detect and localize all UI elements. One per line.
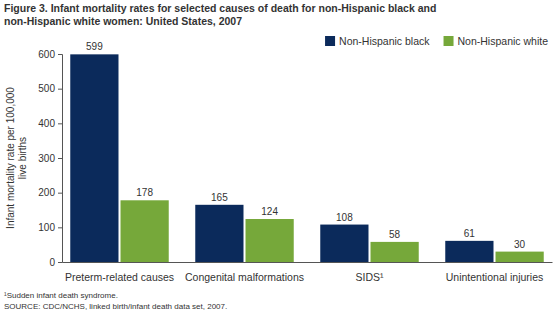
title: Figure 3. Infant mortality rates for sel… [4,2,436,27]
tick-label: Congenital malformations [185,271,304,283]
tick-mark [58,158,62,159]
axis-line [63,262,553,263]
text-line: Figure 3. Infant mortality rates for sel… [4,2,436,14]
tick-label: SIDS¹ [355,271,384,283]
data-label: 108 [336,212,353,223]
data-label: 178 [136,187,153,198]
tick: 400 [38,118,62,129]
legend-item: Non-Hispanic black [325,35,430,47]
bar [371,242,419,262]
tick-label: Preterm-related causes [65,271,174,283]
tick-mark [58,89,62,90]
legend-label: Non-Hispanic black [339,35,430,47]
bar [496,252,544,262]
tick-label: 500 [38,83,55,94]
tick-label: 0 [49,257,55,268]
data-label: 599 [86,41,103,52]
bar [70,54,118,262]
legend-swatch [325,36,335,46]
legend: Non-Hispanic black Non-Hispanic white [325,35,548,47]
data-label: 30 [514,239,526,250]
data-labels: 599 165 108 61 178 124 58 30 [86,41,526,249]
bar [445,241,493,262]
bar [195,205,243,262]
tick: 600 [38,49,62,60]
legend-swatch [444,36,454,46]
tick: SIDS¹ [355,262,384,283]
tick-label: 400 [38,118,55,129]
legend-label: Non-Hispanic white [458,35,549,47]
text-line: non-Hispanic white women: United States,… [4,15,242,27]
data-label: 165 [211,192,228,203]
tick-mark [58,193,62,194]
tick: Congenital malformations [185,262,304,283]
tick-mark [58,123,62,124]
tick: 500 [38,83,62,94]
tick: 0 [49,257,62,268]
tick: 200 [38,187,62,198]
tick-label: 200 [38,187,55,198]
tick-label: Unintentional injuries [446,271,543,283]
axis-line [58,55,63,263]
bars [70,54,543,262]
data-label: 61 [464,228,476,239]
footnote: ¹Sudden infant death syndrome. [4,291,118,300]
y-axis: 0 100 200 300 400 500 600 [38,49,62,268]
data-label: 58 [389,229,401,240]
chart: Figure 3. Infant mortality rates for sel… [0,0,560,316]
footnote: SOURCE: CDC/NCHS, linked birth/infant de… [4,302,227,311]
tick: 300 [38,153,62,164]
tick-mark [58,262,62,263]
tick-label: 300 [38,153,55,164]
tick-label: 600 [38,49,55,60]
data-label: 124 [261,206,278,217]
bar [246,219,294,262]
text-line: Infant mortality rate per 100,000 [5,87,16,229]
tick-label: 100 [38,222,55,233]
tick: Unintentional injuries [446,262,543,283]
bar [320,225,368,262]
tick: 100 [38,222,62,233]
legend-item: Non-Hispanic white [444,35,549,47]
bar [121,200,169,262]
text-line: live births [17,137,28,179]
x-axis: Preterm-related causes Congenital malform… [63,262,553,283]
y-label: Infant mortality rate per 100,000live bi… [5,87,28,229]
tick: Preterm-related causes [65,262,174,283]
tick-mark [58,227,62,228]
tick-mark [58,54,62,55]
